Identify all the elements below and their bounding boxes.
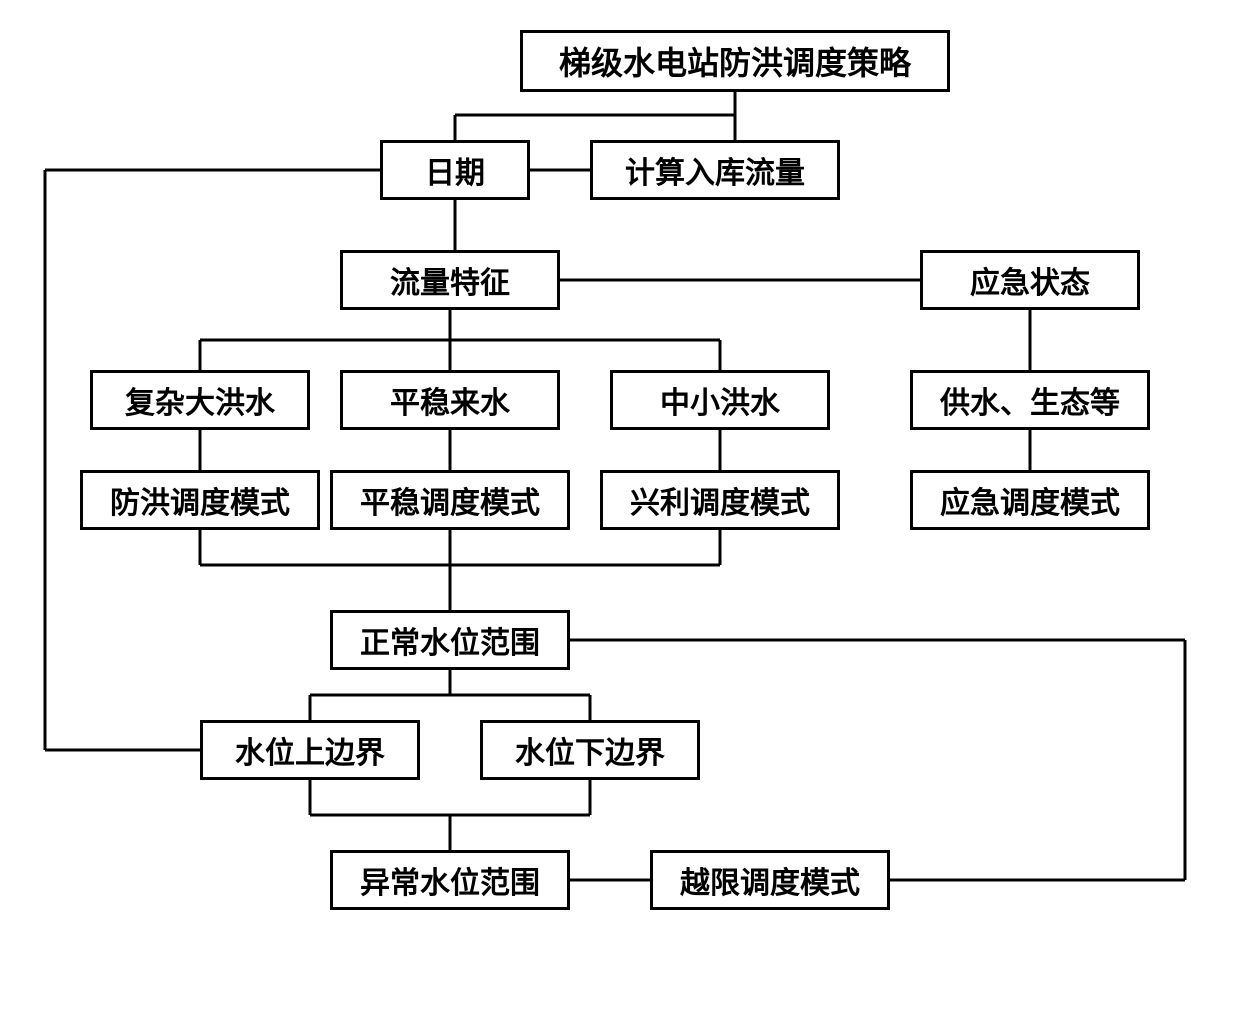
- node-label: 应急状态: [970, 258, 1090, 302]
- node-label: 日期: [425, 148, 485, 192]
- node-normal: 正常水位范围: [330, 610, 570, 670]
- node-label: 应急调度模式: [940, 478, 1120, 522]
- node-label: 越限调度模式: [680, 858, 860, 902]
- node-date: 日期: [380, 140, 530, 200]
- node-benefitmode: 兴利调度模式: [600, 470, 840, 530]
- node-calc: 计算入库流量: [590, 140, 840, 200]
- node-label: 供水、生态等: [940, 378, 1120, 422]
- node-root: 梯级水电站防洪调度策略: [520, 30, 950, 92]
- node-label: 异常水位范围: [360, 858, 540, 902]
- node-emergmode: 应急调度模式: [910, 470, 1150, 530]
- node-label: 梯级水电站防洪调度策略: [559, 38, 911, 84]
- node-label: 平稳来水: [390, 378, 510, 422]
- node-upper: 水位上边界: [200, 720, 420, 780]
- node-label: 兴利调度模式: [630, 478, 810, 522]
- node-steadymode: 平稳调度模式: [330, 470, 570, 530]
- node-complex: 复杂大洪水: [90, 370, 310, 430]
- node-lower: 水位下边界: [480, 720, 700, 780]
- flowchart-canvas: 梯级水电站防洪调度策略日期 计算入库流量流量特征 应急状态复杂大洪水 平稳来水 中小洪水…: [0, 0, 1240, 1017]
- node-emerg: 应急状态: [920, 250, 1140, 310]
- node-label: 水位上边界: [235, 728, 385, 772]
- node-steady: 平稳来水: [340, 370, 560, 430]
- node-label: 水位下边界: [515, 728, 665, 772]
- node-supply: 供水、生态等: [910, 370, 1150, 430]
- node-label: 中小洪水: [660, 378, 780, 422]
- node-midsmall: 中小洪水: [610, 370, 830, 430]
- node-label: 计算入库流量: [625, 148, 805, 192]
- node-flowchar: 流量特征: [340, 250, 560, 310]
- node-label: 复杂大洪水: [125, 378, 275, 422]
- node-label: 防洪调度模式: [110, 478, 290, 522]
- node-floodmode: 防洪调度模式: [80, 470, 320, 530]
- node-label: 流量特征: [390, 258, 510, 302]
- node-overlimit: 越限调度模式: [650, 850, 890, 910]
- node-label: 平稳调度模式: [360, 478, 540, 522]
- node-label: 正常水位范围: [360, 618, 540, 662]
- node-abnormal: 异常水位范围: [330, 850, 570, 910]
